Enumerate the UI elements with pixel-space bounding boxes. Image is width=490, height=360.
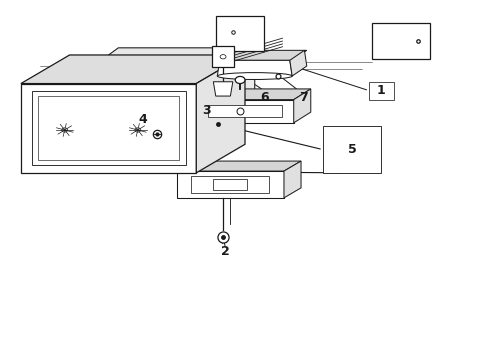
- Polygon shape: [323, 126, 381, 173]
- Polygon shape: [216, 16, 265, 51]
- Text: 2: 2: [221, 245, 230, 258]
- Polygon shape: [212, 46, 234, 67]
- Circle shape: [214, 50, 232, 63]
- Polygon shape: [208, 105, 282, 117]
- Polygon shape: [369, 82, 393, 100]
- Polygon shape: [177, 171, 284, 198]
- Polygon shape: [213, 179, 247, 190]
- Polygon shape: [21, 55, 245, 84]
- Polygon shape: [196, 55, 245, 173]
- Polygon shape: [290, 50, 307, 76]
- Polygon shape: [177, 161, 301, 171]
- Text: 1: 1: [377, 84, 386, 97]
- Text: 5: 5: [348, 143, 357, 156]
- Polygon shape: [196, 100, 294, 123]
- Polygon shape: [284, 161, 301, 198]
- Circle shape: [235, 76, 245, 84]
- Ellipse shape: [218, 73, 292, 80]
- Polygon shape: [84, 73, 220, 137]
- Polygon shape: [84, 48, 255, 73]
- Polygon shape: [218, 50, 307, 60]
- Polygon shape: [38, 96, 179, 160]
- Text: 3: 3: [202, 104, 210, 117]
- Polygon shape: [213, 82, 233, 96]
- Text: 6: 6: [260, 91, 269, 104]
- Text: 4: 4: [138, 113, 147, 126]
- Polygon shape: [294, 89, 311, 123]
- Circle shape: [220, 55, 226, 59]
- Polygon shape: [93, 79, 212, 131]
- Polygon shape: [372, 23, 430, 59]
- Polygon shape: [31, 91, 186, 165]
- Polygon shape: [218, 60, 292, 76]
- Polygon shape: [196, 89, 311, 100]
- Polygon shape: [192, 176, 270, 193]
- Polygon shape: [21, 84, 196, 173]
- Text: 7: 7: [299, 91, 308, 104]
- Polygon shape: [220, 48, 255, 137]
